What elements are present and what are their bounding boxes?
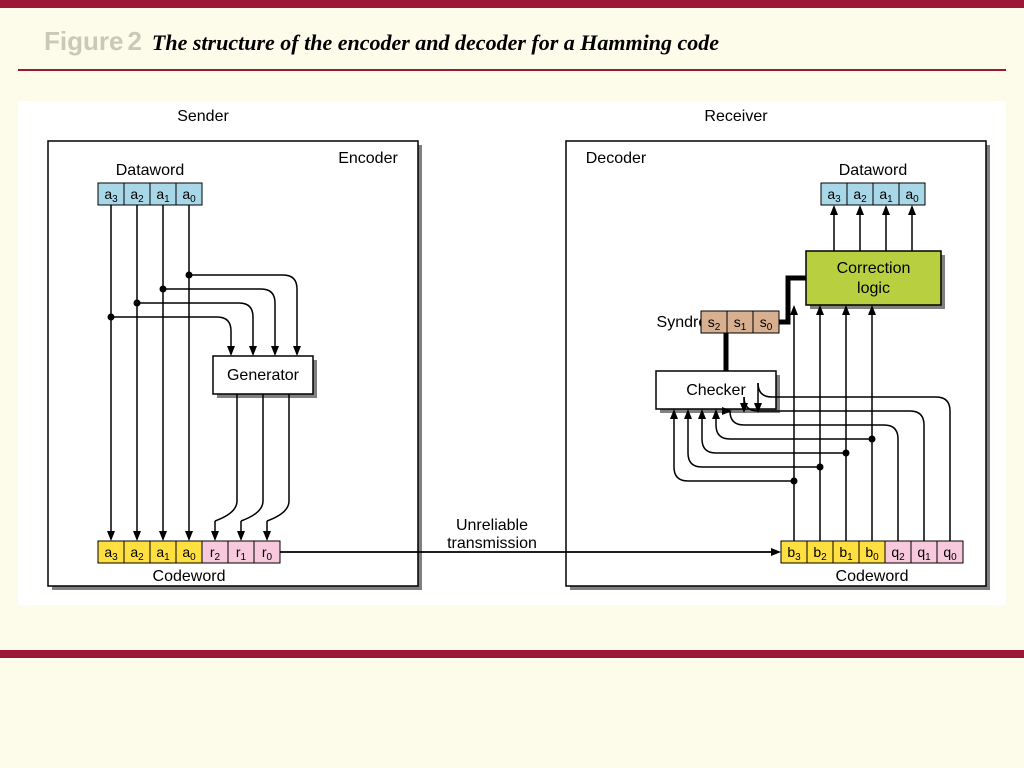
svg-text:logic: logic xyxy=(857,280,890,297)
svg-text:Codeword: Codeword xyxy=(836,568,909,585)
svg-text:Dataword: Dataword xyxy=(839,162,907,179)
figure-label-prefix: Figure xyxy=(44,26,123,56)
svg-text:Receiver: Receiver xyxy=(704,108,768,125)
svg-text:Checker: Checker xyxy=(686,382,746,399)
figure-header: Figure 2 The structure of the encoder an… xyxy=(0,8,1024,63)
svg-text:Decoder: Decoder xyxy=(586,150,647,167)
figure-number: 2 xyxy=(127,26,141,56)
svg-text:Correction: Correction xyxy=(837,260,911,277)
top-accent-bar xyxy=(0,0,1024,8)
diagram-svg: SenderEncoderDataworda3a2a1a0a3a2a1a0r2r… xyxy=(18,101,1006,605)
svg-text:Unreliable: Unreliable xyxy=(456,517,528,534)
svg-text:Dataword: Dataword xyxy=(116,162,184,179)
svg-text:Generator: Generator xyxy=(227,367,300,384)
figure-title: The structure of the encoder and decoder… xyxy=(152,30,719,55)
bottom-accent-bar xyxy=(0,650,1024,658)
header-rule xyxy=(18,69,1006,71)
diagram-area: SenderEncoderDataworda3a2a1a0a3a2a1a0r2r… xyxy=(18,101,1006,605)
svg-text:Encoder: Encoder xyxy=(338,150,398,167)
svg-text:Codeword: Codeword xyxy=(153,568,226,585)
svg-text:transmission: transmission xyxy=(447,535,537,552)
svg-text:Sender: Sender xyxy=(177,108,229,125)
